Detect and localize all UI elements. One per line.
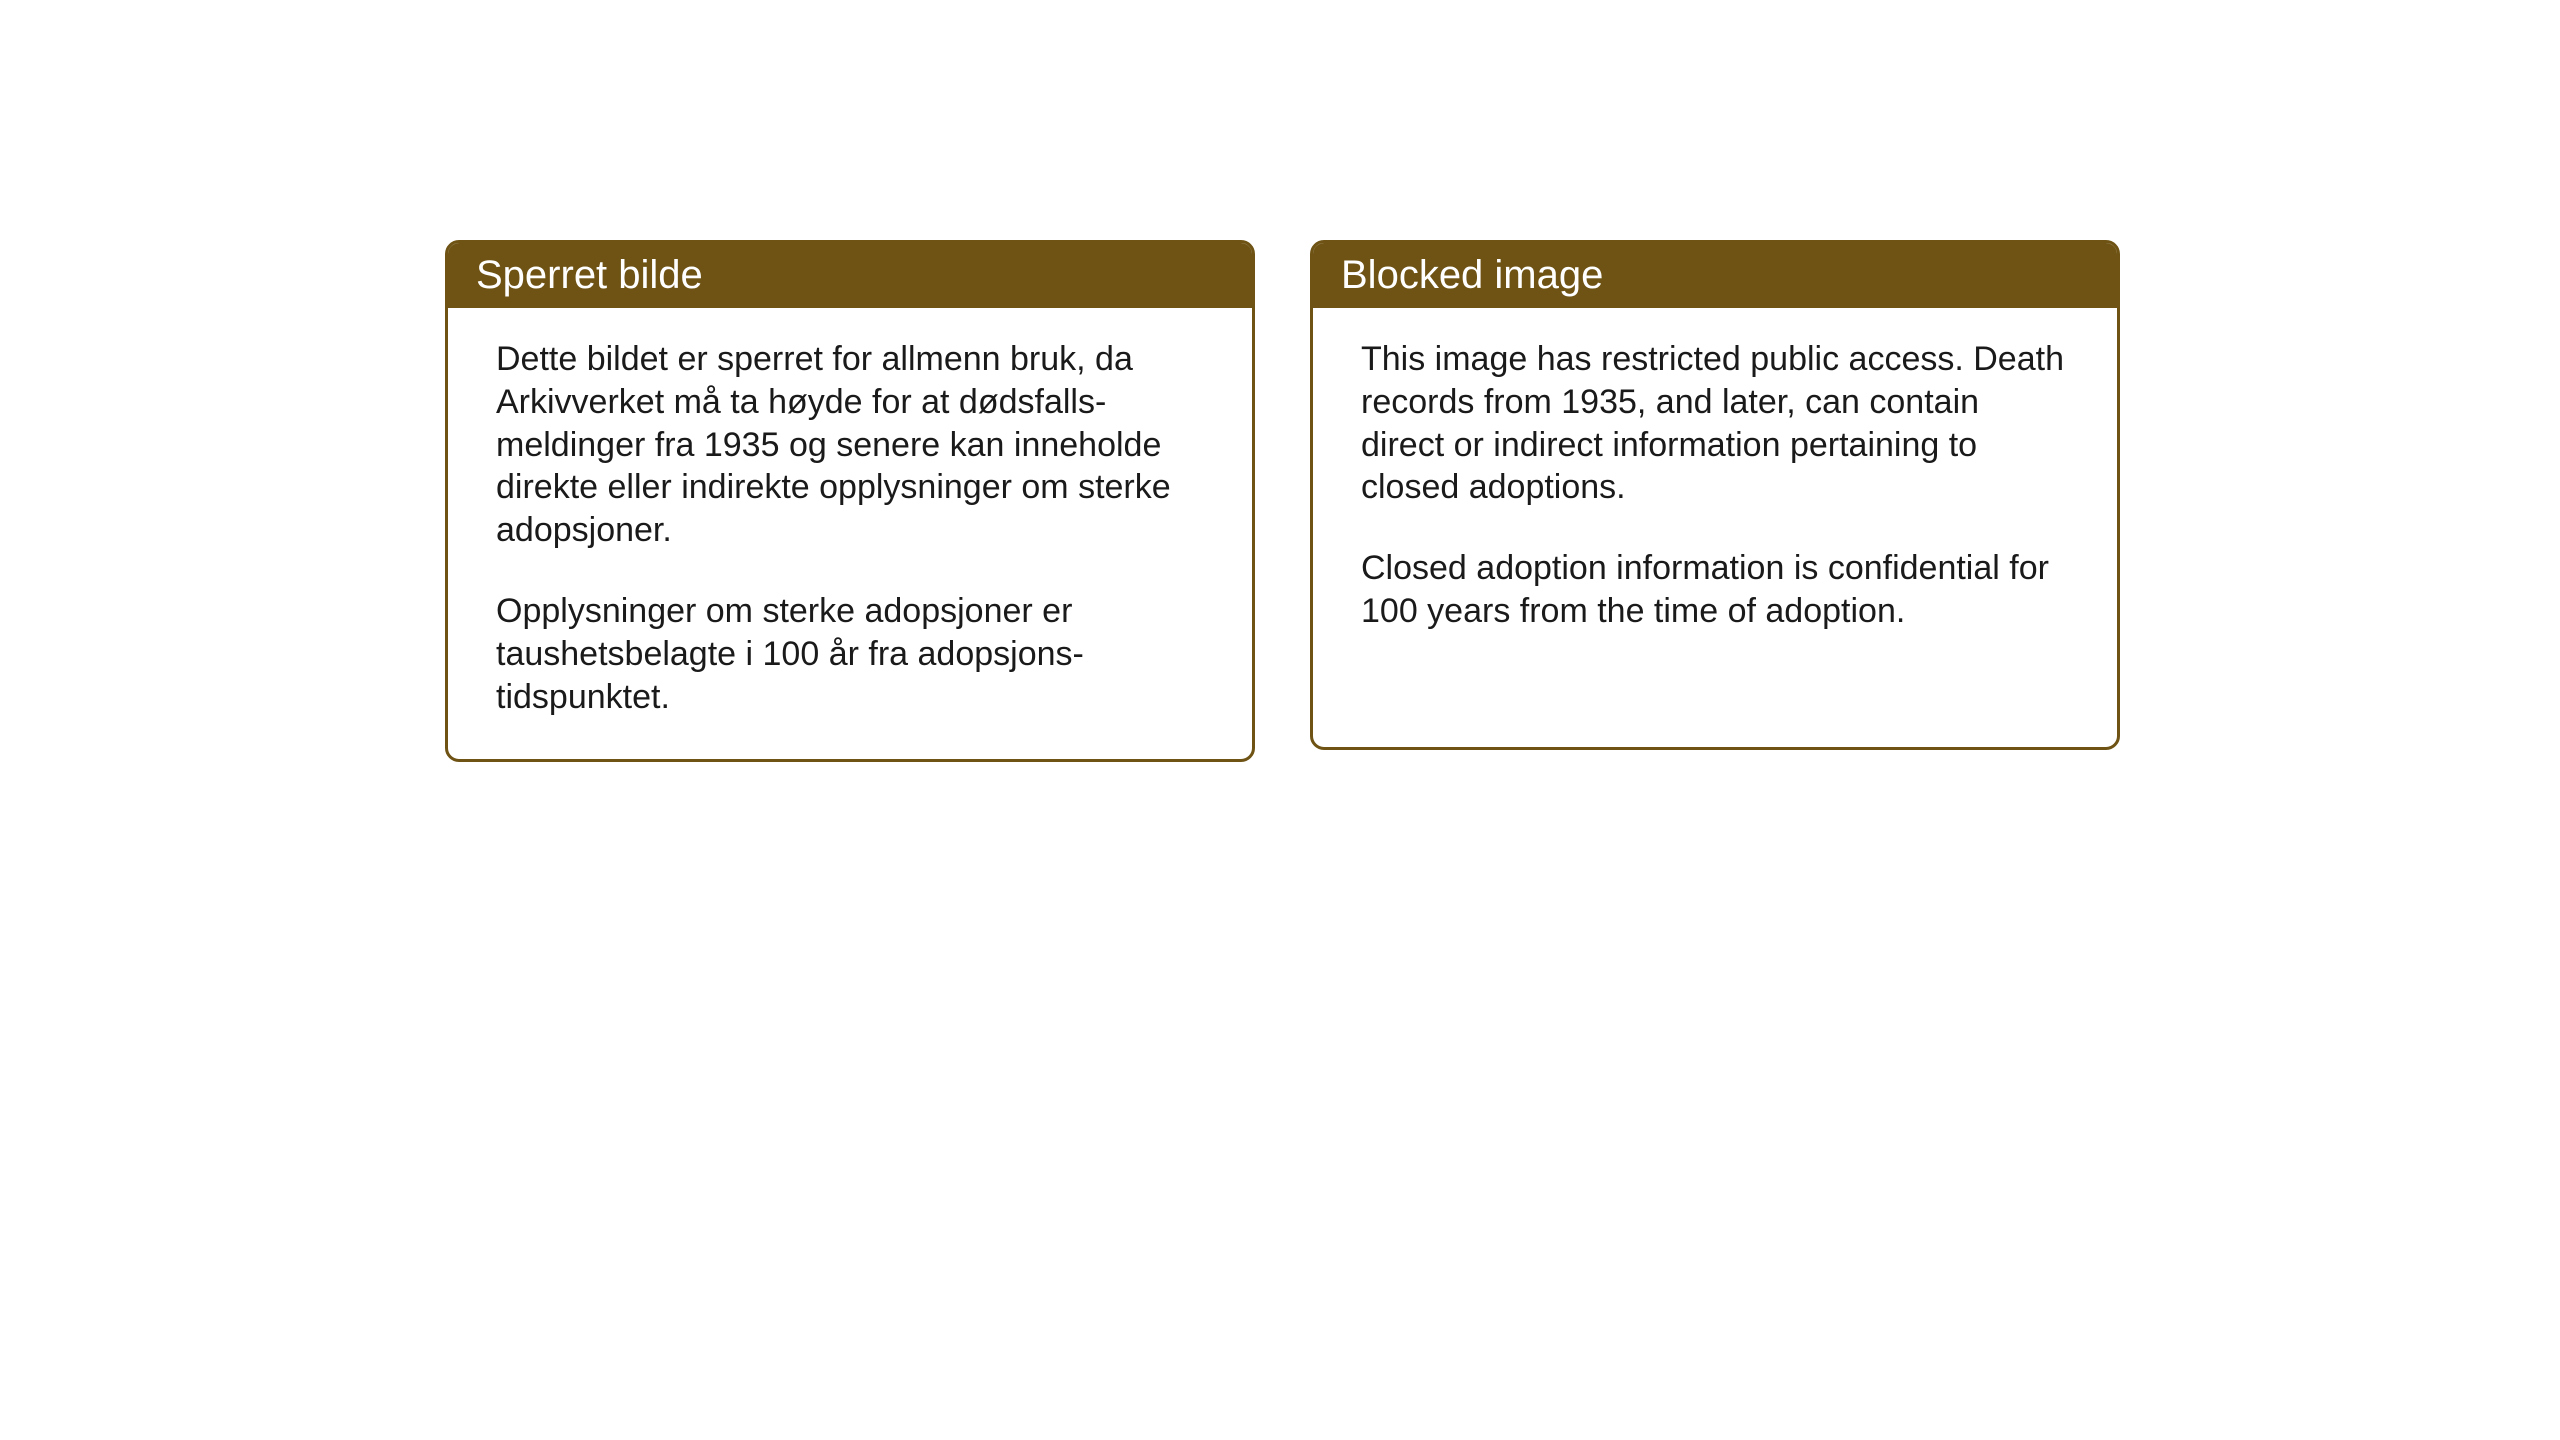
notice-box-english: Blocked image This image has restricted … — [1310, 240, 2120, 750]
notice-paragraph: Closed adoption information is confident… — [1361, 547, 2069, 633]
notice-paragraph: Opplysninger om sterke adopsjoner er tau… — [496, 590, 1204, 718]
notice-header-english: Blocked image — [1313, 243, 2117, 308]
notice-header-norwegian: Sperret bilde — [448, 243, 1252, 308]
notice-paragraph: This image has restricted public access.… — [1361, 338, 2069, 509]
notice-paragraph: Dette bildet er sperret for allmenn bruk… — [496, 338, 1204, 552]
notices-container: Sperret bilde Dette bildet er sperret fo… — [445, 240, 2120, 762]
notice-body-english: This image has restricted public access.… — [1313, 308, 2117, 673]
notice-body-norwegian: Dette bildet er sperret for allmenn bruk… — [448, 308, 1252, 759]
notice-box-norwegian: Sperret bilde Dette bildet er sperret fo… — [445, 240, 1255, 762]
